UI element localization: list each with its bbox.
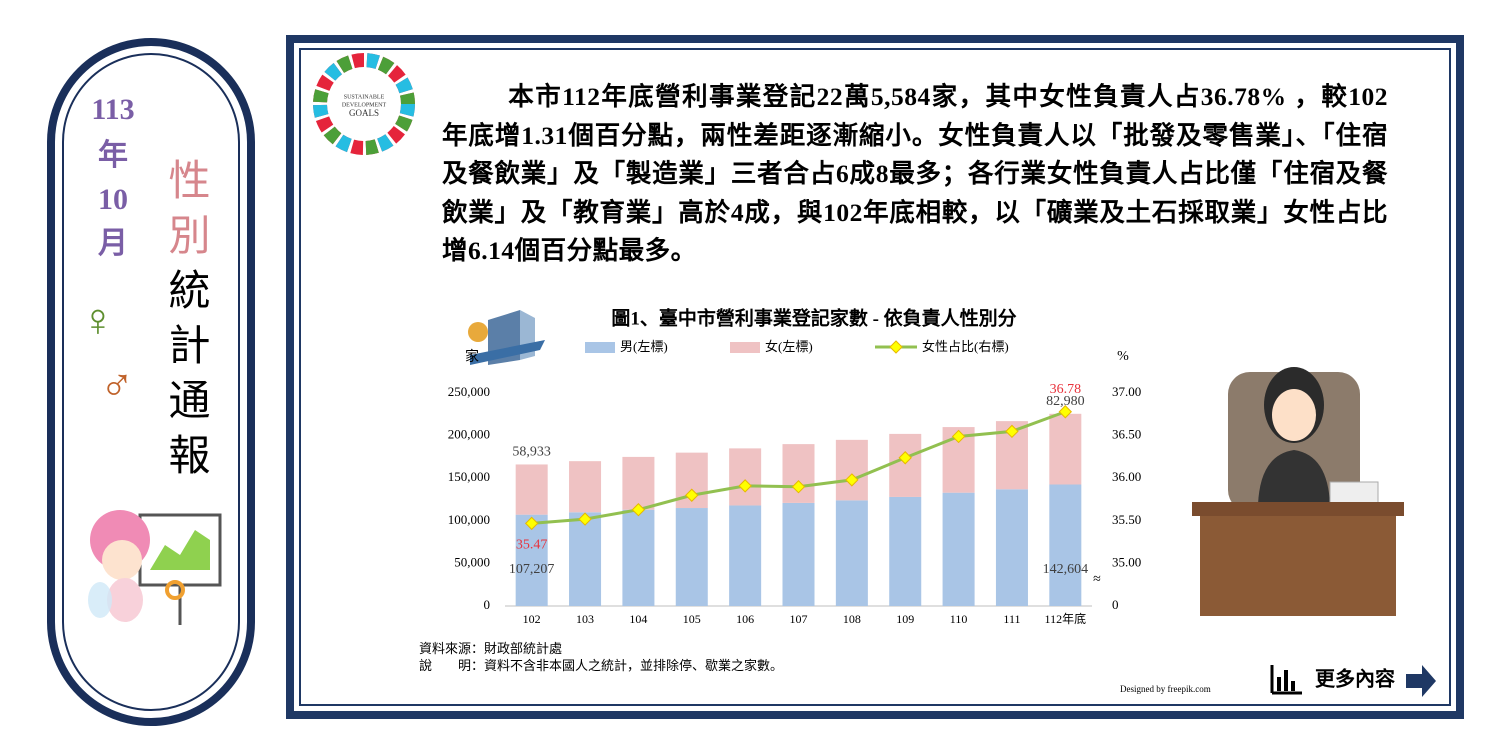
y-axis-label: 家: [465, 348, 479, 365]
title-black: 統計通報: [162, 268, 208, 488]
line-marker: [631, 503, 646, 517]
line-marker: [1058, 405, 1073, 419]
line-marker: [738, 479, 752, 493]
more-link[interactable]: 更多內容: [1315, 667, 1395, 691]
x-tick-label: 108: [843, 612, 861, 626]
legend-swatch: [889, 340, 903, 354]
female-symbol: ♀: [81, 295, 116, 346]
y2-tick-label: 35.00: [1112, 554, 1141, 569]
y-tick-label: 200,000: [448, 427, 490, 442]
legend-label: 男(左標): [620, 339, 668, 354]
data-label: 36.78: [1050, 382, 1082, 397]
sidebar-pill: [47, 38, 255, 726]
y-tick-label: 0: [484, 597, 491, 612]
line-marker: [951, 429, 966, 444]
bar: [729, 505, 762, 606]
year: 113: [91, 93, 134, 126]
bar: [515, 464, 548, 515]
bar: [622, 456, 655, 510]
data-label: 35.47: [516, 538, 548, 553]
chart-title: 圖1、臺中市營利事業登記家數 - 依負責人性別分: [611, 306, 1016, 329]
bar: [622, 509, 655, 606]
y2-tick-label: 36.00: [1112, 469, 1141, 484]
line-marker: [898, 451, 912, 465]
svg-text:SUSTAINABLE: SUSTAINABLE: [344, 94, 385, 100]
data-label: 107,207: [509, 562, 555, 577]
data-label: 142,604: [1043, 562, 1089, 577]
frame-inner: [299, 48, 1451, 706]
line-marker: [524, 516, 539, 531]
fairy-illustration: [88, 510, 222, 625]
line-marker: [578, 512, 592, 526]
bar: [782, 444, 815, 503]
y2-tick-label: 36.50: [1112, 427, 1141, 442]
y2-tick-label: 37.00: [1112, 384, 1141, 399]
y2-tick-label: 0: [1112, 597, 1119, 612]
x-tick-label: 111: [1003, 612, 1020, 626]
sdg-logo: SUSTAINABLE DEVELOPMENT GOALS: [313, 53, 415, 155]
year-unit: 年: [98, 139, 128, 172]
x-tick-label: 102: [523, 612, 541, 626]
woman-illustration: [1192, 367, 1404, 616]
bar: [675, 508, 708, 606]
bar: [889, 433, 922, 497]
x-tick-label: 110: [950, 612, 968, 626]
x-tick-label: 106: [736, 612, 754, 626]
legend-swatch: [730, 342, 760, 353]
line-marker: [685, 488, 699, 502]
legend-label: 女性占比(右標): [922, 339, 1009, 354]
credit: Designed by freepik.com: [1120, 684, 1211, 694]
month-unit: 月: [98, 227, 128, 260]
bar: [835, 439, 868, 501]
y-tick-label: 100,000: [448, 512, 490, 527]
bar: [569, 512, 602, 606]
x-tick-label: 105: [683, 612, 701, 626]
y-tick-label: 50,000: [454, 554, 490, 569]
y2-tick-label: 35.50: [1112, 512, 1141, 527]
data-label: 58,933: [512, 445, 551, 460]
more-icon[interactable]: [1270, 665, 1436, 697]
y2-axis-break: ≈: [1093, 572, 1101, 587]
building-icon: [468, 310, 545, 365]
line-marker: [845, 473, 859, 487]
x-tick-label: 112年底: [1045, 611, 1087, 626]
bar: [889, 496, 922, 606]
y2-axis-label: %: [1117, 349, 1129, 364]
y-tick-label: 150,000: [448, 469, 490, 484]
x-tick-label: 107: [790, 612, 808, 626]
source-note: 資料來源：財政部統計處: [419, 641, 562, 656]
line-marker: [791, 480, 806, 494]
title-pink: 性別: [162, 158, 208, 268]
bar: [942, 492, 975, 606]
x-tick-label: 104: [629, 612, 647, 626]
summary-paragraph: 本市112年底營利事業登記22萬5,584家，其中女性負責人占36.78% ，較…: [442, 82, 1388, 265]
legend-label: 女(左標): [765, 339, 813, 354]
bar: [835, 500, 868, 606]
bar: [1049, 484, 1082, 606]
y-tick-label: 250,000: [448, 384, 490, 399]
bar: [569, 461, 602, 513]
sidebar-pill-inner: [62, 53, 240, 711]
bar: [782, 502, 815, 606]
male-symbol: ♂: [100, 360, 135, 411]
explain-note: 說 明：資料不含非本國人之統計，並排除停、歇業之家數。: [419, 658, 783, 673]
month: 10: [98, 183, 128, 216]
data-label: 82,980: [1046, 394, 1085, 409]
bar: [1049, 413, 1082, 485]
x-tick-label: 103: [576, 612, 594, 626]
bar: [995, 489, 1028, 606]
legend-swatch: [585, 342, 615, 353]
svg-text:DEVELOPMENT: DEVELOPMENT: [342, 102, 387, 108]
x-tick-label: 109: [896, 612, 914, 626]
line-marker: [1005, 424, 1019, 439]
bar: [729, 448, 762, 506]
svg-text:GOALS: GOALS: [349, 108, 379, 118]
